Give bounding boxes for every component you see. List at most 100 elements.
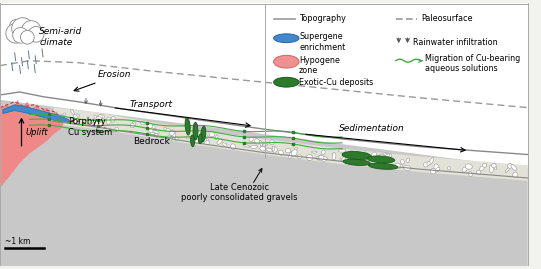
Ellipse shape (307, 154, 313, 161)
Ellipse shape (249, 136, 253, 142)
Ellipse shape (367, 156, 395, 163)
Ellipse shape (255, 139, 260, 144)
Ellipse shape (272, 146, 275, 151)
Ellipse shape (511, 165, 517, 171)
Ellipse shape (431, 168, 436, 174)
Ellipse shape (98, 120, 102, 128)
Ellipse shape (434, 164, 439, 171)
Ellipse shape (141, 121, 145, 125)
Text: Supergene
enrichment: Supergene enrichment (299, 33, 345, 52)
Ellipse shape (480, 166, 484, 171)
Ellipse shape (97, 119, 102, 125)
Ellipse shape (166, 129, 170, 132)
Ellipse shape (469, 172, 472, 176)
Text: Erosion: Erosion (98, 70, 131, 79)
Ellipse shape (262, 144, 267, 146)
Ellipse shape (319, 155, 324, 160)
Ellipse shape (272, 147, 277, 152)
Ellipse shape (201, 126, 206, 142)
Ellipse shape (215, 135, 218, 140)
Ellipse shape (73, 117, 78, 124)
Ellipse shape (489, 165, 493, 173)
Ellipse shape (193, 122, 198, 140)
Ellipse shape (345, 160, 349, 164)
Ellipse shape (202, 134, 208, 138)
Text: Transport: Transport (130, 100, 173, 109)
Polygon shape (0, 100, 527, 266)
Ellipse shape (155, 133, 158, 137)
Ellipse shape (513, 172, 518, 178)
Ellipse shape (399, 164, 403, 168)
Ellipse shape (111, 116, 115, 122)
Ellipse shape (368, 163, 398, 169)
Ellipse shape (462, 167, 467, 172)
Text: Bedrock: Bedrock (133, 137, 170, 146)
Ellipse shape (266, 148, 273, 152)
Ellipse shape (74, 114, 80, 118)
Ellipse shape (170, 130, 175, 136)
Ellipse shape (98, 114, 104, 119)
Ellipse shape (75, 117, 79, 125)
Ellipse shape (342, 151, 371, 160)
Ellipse shape (338, 149, 346, 152)
Ellipse shape (175, 137, 178, 141)
Ellipse shape (190, 135, 195, 147)
Ellipse shape (230, 144, 235, 149)
Ellipse shape (133, 122, 136, 126)
Text: Topography: Topography (299, 14, 346, 23)
Ellipse shape (383, 153, 388, 157)
Ellipse shape (493, 163, 497, 170)
Ellipse shape (71, 109, 74, 115)
Ellipse shape (291, 149, 297, 156)
Ellipse shape (106, 117, 111, 124)
Ellipse shape (260, 147, 266, 151)
Ellipse shape (97, 120, 102, 123)
Ellipse shape (63, 113, 65, 116)
Ellipse shape (204, 141, 209, 145)
Ellipse shape (199, 134, 202, 144)
Ellipse shape (92, 119, 96, 123)
Ellipse shape (447, 167, 451, 170)
Text: Migration of Cu-bearing
aqueous solutions: Migration of Cu-bearing aqueous solution… (425, 54, 520, 73)
Ellipse shape (171, 130, 176, 137)
Ellipse shape (95, 120, 100, 126)
Ellipse shape (260, 140, 262, 146)
Polygon shape (54, 108, 527, 181)
Ellipse shape (98, 115, 103, 119)
Ellipse shape (507, 164, 512, 168)
Circle shape (22, 21, 41, 40)
Ellipse shape (269, 140, 274, 145)
Ellipse shape (167, 135, 171, 140)
Ellipse shape (400, 160, 405, 164)
Polygon shape (3, 105, 70, 122)
Ellipse shape (150, 125, 155, 130)
Ellipse shape (250, 145, 258, 148)
Ellipse shape (148, 123, 153, 129)
Ellipse shape (192, 135, 196, 140)
Ellipse shape (274, 77, 299, 87)
Ellipse shape (56, 115, 63, 119)
Ellipse shape (355, 161, 362, 166)
Ellipse shape (151, 129, 156, 133)
Ellipse shape (195, 140, 199, 143)
Ellipse shape (406, 158, 410, 162)
Text: Semi-arid
climate: Semi-arid climate (39, 27, 82, 47)
Ellipse shape (343, 159, 371, 165)
Ellipse shape (200, 135, 205, 142)
Ellipse shape (294, 147, 298, 150)
Ellipse shape (279, 150, 283, 155)
Text: Rainwater infiltration: Rainwater infiltration (413, 38, 498, 47)
Ellipse shape (427, 161, 430, 165)
Ellipse shape (289, 151, 293, 159)
Circle shape (12, 27, 28, 43)
Ellipse shape (252, 137, 256, 143)
Ellipse shape (379, 154, 385, 160)
Ellipse shape (372, 152, 377, 158)
Text: Porphyry
Cu system: Porphyry Cu system (68, 117, 113, 137)
Ellipse shape (394, 163, 400, 169)
Ellipse shape (185, 118, 190, 135)
Ellipse shape (94, 115, 97, 119)
Ellipse shape (148, 128, 155, 133)
Circle shape (28, 27, 44, 42)
Polygon shape (0, 100, 63, 217)
